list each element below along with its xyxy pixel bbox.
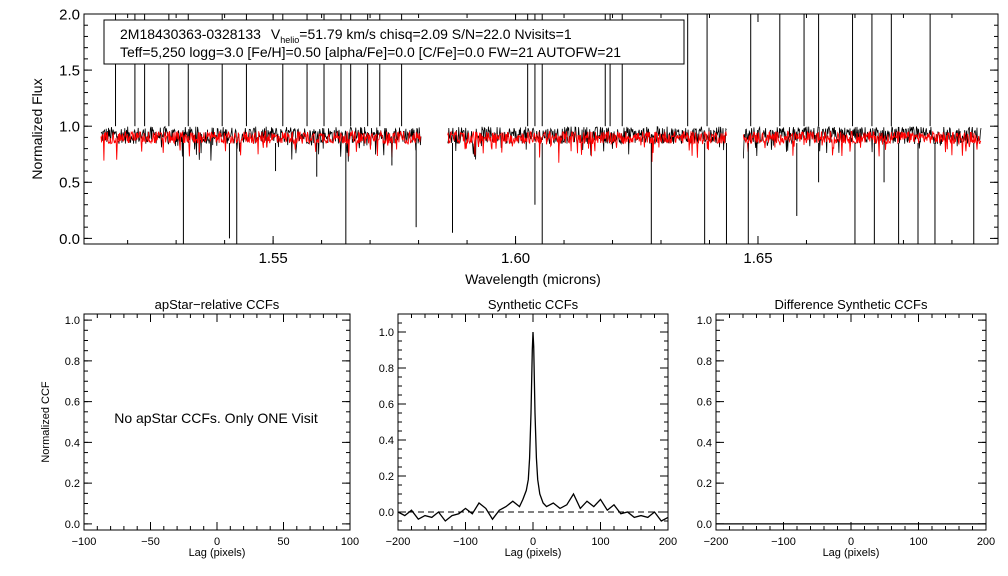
apstar-ccf-ytick-label: 1.0	[65, 315, 80, 327]
apstar-ccf-xtick-label: 50	[277, 536, 289, 548]
synthetic-ccf-xtick-label: 100	[591, 536, 609, 548]
synthetic-spectrum-line	[100, 129, 422, 161]
apstar-ccf-xtick-label: −50	[141, 536, 160, 548]
difference-ccf-xlabel: Lag (pixels)	[823, 547, 880, 559]
synthetic-ccf-xtick-label: 200	[659, 536, 677, 548]
spectrum-ytick-label: 0.0	[59, 231, 80, 248]
observed-spectrum-line	[100, 125, 422, 162]
apstar-ccf-title: apStar−relative CCFs	[155, 297, 280, 312]
apstar-ccf-xtick-label: 0	[214, 536, 220, 548]
synthetic-ccf-xlabel: Lag (pixels)	[505, 547, 562, 559]
apstar-ccf-ytick-label: 0.6	[65, 397, 80, 409]
synthetic-ccf-axes-frame	[397, 313, 669, 531]
apstar-ccf-xtick-label: 100	[341, 536, 359, 548]
apstar-ccf-axes-frame	[83, 313, 351, 531]
difference-ccf-ytick-label: 0.4	[697, 437, 712, 449]
spectrum-ylabel: Normalized Flux	[29, 78, 45, 179]
apstar-ccf-panel: −100 −50 0 50 100 0.0 0.2 0.4 0.6 0.8 1.0 apStar−r…	[40, 297, 359, 559]
legend-line-1: 2M18430363-0328133 Vhelio=51.79 km/s chis…	[120, 26, 572, 45]
vhelio-symbol: V	[271, 26, 281, 42]
vhelio-subscript: helio	[280, 35, 299, 45]
spectrum-xlabel: Wavelength (microns)	[465, 271, 601, 287]
spectrum-panel: 1.55 1.60 1.65 0.0 0.5 1.0 1.5 2.0 2M18430363-0…	[29, 6, 999, 287]
synthetic-spectrum-line	[742, 130, 982, 157]
difference-ccf-ytick-label: 1.0	[697, 315, 712, 327]
difference-ccf-ticks: −200 −100 0 100 200 0.0 0.2 0.4 0.6 0.8 1.0	[697, 314, 995, 548]
difference-ccf-xtick-label: 0	[848, 536, 854, 548]
synthetic-ccf-title: Synthetic CCFs	[488, 297, 579, 312]
difference-ccf-ytick-label: 0.2	[697, 478, 712, 490]
spectrum-ytick-label: 1.5	[59, 62, 80, 79]
synthetic-ccf-ytick-label: 0.6	[379, 399, 394, 411]
synthetic-ccf-panel: −200 −100 0 100 200 0.0 0.2 0.4 0.6 0.8 1.0 Synthe…	[379, 297, 677, 559]
synthetic-ccf-ytick-label: 0.2	[379, 471, 394, 483]
synthetic-ccf-xtick-label: 0	[530, 536, 536, 548]
synthetic-ccf-line	[397, 331, 669, 522]
difference-ccf-ytick-label: 0.8	[697, 356, 712, 368]
difference-ccf-xtick-label: −200	[704, 536, 729, 548]
apstar-ccf-ytick-label: 0.4	[65, 437, 80, 449]
spectrum-axes-frame	[83, 13, 999, 245]
difference-ccf-xtick-label: 100	[909, 536, 927, 548]
difference-ccf-title: Difference Synthetic CCFs	[775, 297, 928, 312]
apstar-ccf-annotation: No apStar CCFs. Only ONE Visit	[114, 410, 318, 426]
difference-ccf-ytick-label: 0.6	[697, 397, 712, 409]
apstar-ccf-xtick-label: −100	[72, 536, 97, 548]
spectrum-ytick-label: 2.0	[59, 6, 80, 23]
synthetic-ccf-series	[397, 331, 669, 522]
spectrum-legend: 2M18430363-0328133 Vhelio=51.79 km/s chis…	[103, 19, 685, 65]
synthetic-ccf-xtick-label: −200	[386, 536, 411, 548]
difference-ccf-axes-frame	[715, 313, 987, 531]
observed-spectrum-line	[447, 126, 727, 160]
spectrum-xtick-label: 1.55	[259, 250, 288, 267]
synthetic-ccf-xtick-label: −100	[453, 536, 478, 548]
synthetic-ccf-ytick-label: 0.4	[379, 435, 394, 447]
legend-box	[103, 19, 685, 65]
apstar-ccf-ytick-label: 0.0	[65, 519, 80, 531]
star-id: 2M18430363-0328133	[120, 26, 261, 42]
apstar-ccf-xlabel: Lag (pixels)	[189, 547, 246, 559]
apstar-ccf-ticks: −100 −50 0 50 100 0.0 0.2 0.4 0.6 0.8 1.0	[65, 314, 359, 548]
apstar-ccf-ylabel: Normalized CCF	[40, 381, 52, 463]
synthetic-ccf-ytick-label: 0.8	[379, 363, 394, 375]
legend-line-2: Teff=5,250 logg=3.0 [Fe/H]=0.50 [alpha/F…	[120, 44, 621, 60]
spectrum-xtick-label: 1.60	[501, 250, 530, 267]
difference-ccf-xtick-label: 200	[977, 536, 995, 548]
difference-ccf-xtick-label: −100	[771, 536, 796, 548]
spectrum-ytick-label: 1.0	[59, 119, 80, 136]
spectrum-ytick-label: 0.5	[59, 175, 80, 192]
synthetic-ccf-ytick-label: 0.0	[379, 507, 394, 519]
observed-spectrum-line	[743, 125, 982, 159]
synthetic-ccf-ticks: −200 −100 0 100 200 0.0 0.2 0.4 0.6 0.8 1.0	[379, 313, 677, 548]
synthetic-ccf-ytick-label: 1.0	[379, 327, 394, 339]
spectrum-xtick-label: 1.65	[743, 250, 772, 267]
difference-ccf-ytick-label: 0.0	[697, 519, 712, 531]
legend-stats: =51.79 km/s chisq=2.09 S/N=22.0 Nvisits=…	[299, 26, 572, 42]
difference-ccf-panel: −200 −100 0 100 200 0.0 0.2 0.4 0.6 0.8 1.0 Differ…	[697, 297, 995, 559]
apstar-ccf-ytick-label: 0.8	[65, 356, 80, 368]
apstar-ccf-ytick-label: 0.2	[65, 478, 80, 490]
synthetic-spectrum-line	[447, 130, 727, 163]
